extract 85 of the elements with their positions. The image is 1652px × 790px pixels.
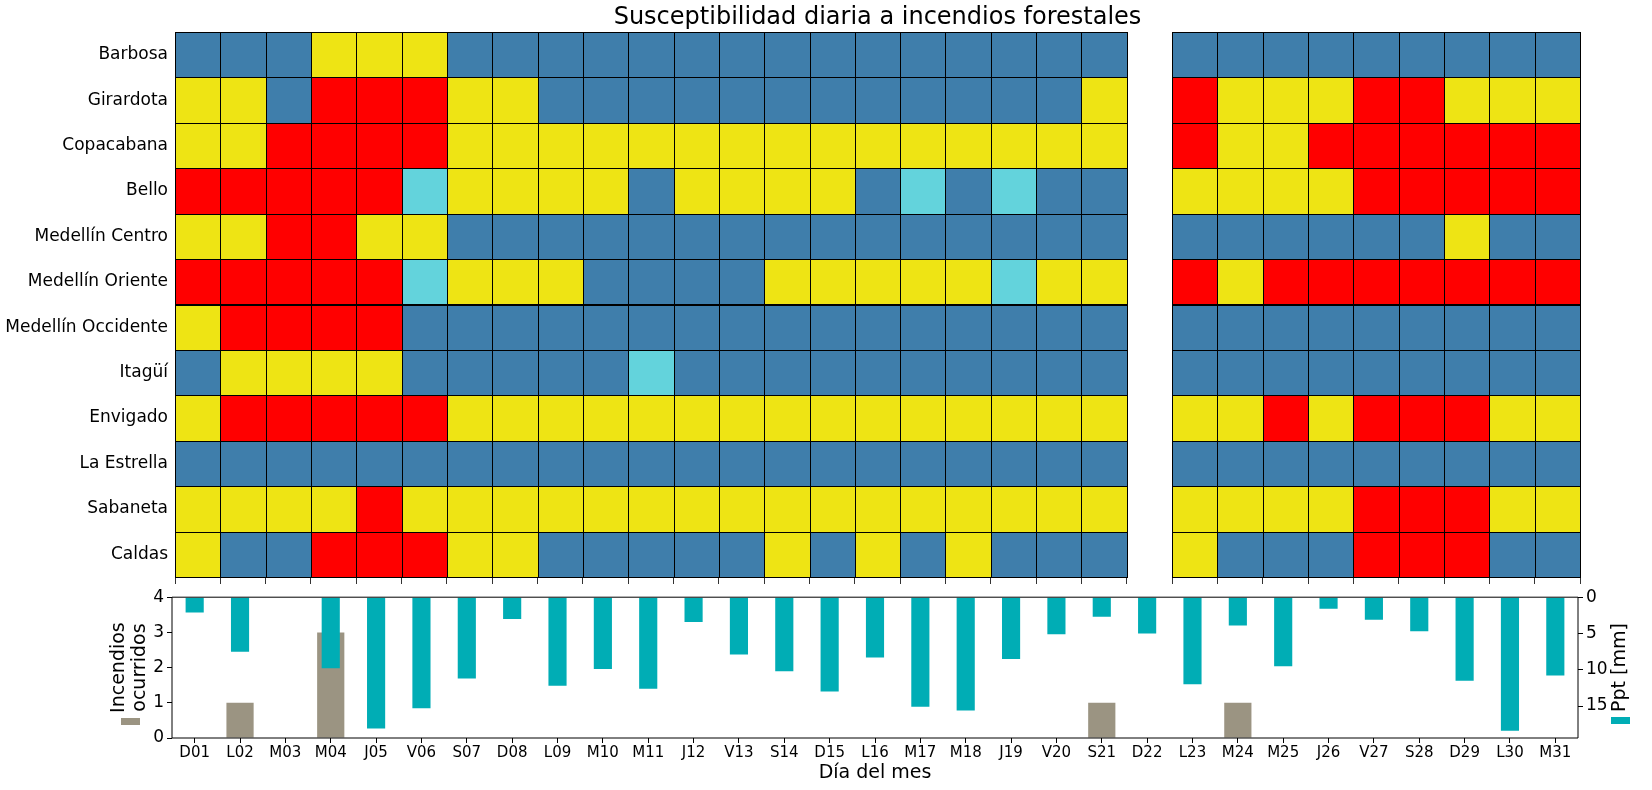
- y2-axis-title: Ppt [mm]: [1606, 623, 1629, 713]
- x-tick-label: D22: [1131, 742, 1163, 761]
- category-label: Envigado: [89, 406, 168, 427]
- category-label: Medellín Occidente: [5, 315, 168, 336]
- bar: [1364, 597, 1383, 620]
- x-tick-label: S07: [452, 742, 482, 761]
- bar: [548, 597, 567, 686]
- bar: [1455, 597, 1474, 681]
- x-tick-label: D15: [814, 742, 845, 761]
- bar: [1138, 597, 1157, 634]
- x-tick-label: V20: [1041, 742, 1072, 761]
- bar: [1092, 597, 1111, 617]
- bar: [593, 597, 612, 670]
- y-tick-label: 1: [153, 691, 164, 712]
- bar: [956, 597, 975, 711]
- x-tick-label: V27: [1359, 742, 1389, 761]
- x-tick-label: S28: [1404, 742, 1434, 761]
- bar: [230, 597, 250, 652]
- bar: [185, 597, 204, 613]
- x-tick-label: M11: [632, 742, 665, 761]
- x-tick-label: J12: [680, 742, 706, 761]
- category-label: Girardota: [87, 88, 168, 109]
- category-label: Copacabana: [62, 133, 168, 154]
- x-tick-label: L02: [226, 742, 254, 761]
- x-tick-label: M18: [949, 742, 982, 761]
- bar: [1546, 597, 1565, 676]
- bar: [775, 597, 794, 672]
- x-tick-label: L09: [543, 742, 572, 761]
- bar: [1274, 597, 1293, 667]
- bar: [1319, 597, 1338, 609]
- y-tick-label: 2: [153, 656, 164, 677]
- bar: [457, 597, 476, 679]
- y-tick-label: 4: [153, 585, 164, 606]
- x-tick-label: S14: [769, 742, 799, 761]
- bar: [639, 597, 658, 689]
- y2-tick-label: 5: [1586, 621, 1597, 642]
- category-label: Itagüí: [119, 361, 168, 382]
- x-tick-label: J05: [363, 742, 388, 761]
- x-tick-label: L30: [1496, 742, 1524, 761]
- x-tick-label: M25: [1267, 742, 1300, 761]
- category-label: Caldas: [110, 542, 168, 563]
- x-tick-label: J26: [1315, 742, 1341, 761]
- x-tick-label: M04: [314, 742, 347, 761]
- x-tick-label: S21: [1087, 742, 1117, 761]
- x-tick-label: V06: [406, 742, 437, 761]
- x-tick-label: L16: [861, 742, 889, 761]
- x-tick-label: D29: [1449, 742, 1480, 761]
- y-tick-label: 3: [153, 620, 164, 641]
- bar: [367, 597, 386, 729]
- category-label: Barbosa: [98, 43, 168, 64]
- bar: [503, 597, 522, 619]
- y2-tick-label: 15: [1586, 694, 1608, 715]
- y-tick-label: 0: [153, 726, 164, 747]
- bar: [684, 597, 703, 622]
- x-tick-label: M31: [1539, 742, 1572, 761]
- bar: [1500, 597, 1520, 731]
- bar: [911, 597, 930, 707]
- x-tick-label: M17: [904, 742, 937, 761]
- bar: [865, 597, 885, 658]
- x-tick-label: M03: [269, 742, 302, 761]
- category-label: Bello: [126, 179, 168, 200]
- bar: [1228, 597, 1247, 626]
- y-axis-title: Incendios ocurridos: [106, 622, 150, 713]
- x-tick-label: V13: [724, 742, 754, 761]
- bar: [820, 597, 839, 692]
- x-tick-label: D01: [179, 742, 210, 761]
- category-label: Sabaneta: [87, 497, 168, 518]
- bar: [729, 597, 749, 655]
- x-tick-label: M24: [1221, 742, 1254, 761]
- y2-tick-label: 10: [1586, 658, 1608, 679]
- bar: [1047, 597, 1066, 635]
- x-tick-label: M10: [586, 742, 619, 761]
- x-tick-label: D08: [496, 742, 528, 761]
- category-label: La Estrella: [79, 451, 168, 472]
- x-tick-label: J19: [998, 742, 1023, 761]
- text: Susceptibilidad diaria a incendios forestales: [613, 2, 1142, 31]
- bar: [1001, 597, 1021, 659]
- y2-tick-label: 0: [1586, 585, 1597, 606]
- category-label: Medellín Oriente: [27, 270, 168, 291]
- x-axis-title: Día del mes: [818, 759, 932, 782]
- bar: [412, 597, 431, 709]
- category-label: Medellín Centro: [34, 224, 168, 245]
- bar: [1410, 597, 1429, 632]
- bar: [1183, 597, 1202, 685]
- x-tick-label: L23: [1178, 742, 1207, 761]
